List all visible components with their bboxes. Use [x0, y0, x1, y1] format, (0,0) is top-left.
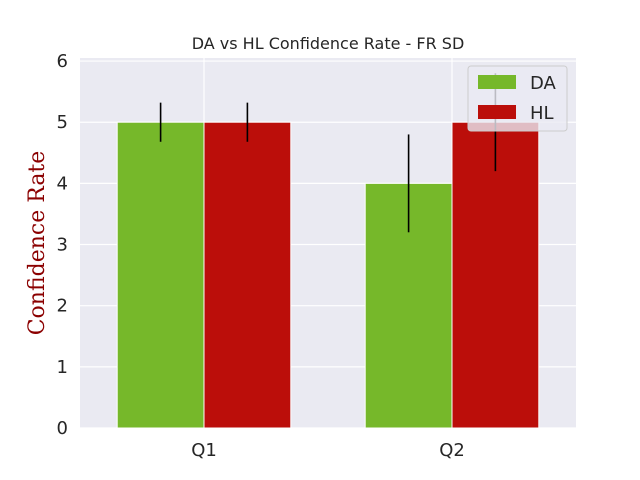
legend-swatch-da [478, 75, 516, 89]
y-tick-label-4: 4 [57, 173, 68, 194]
legend-label-hl: HL [530, 103, 554, 124]
y-tick-label-5: 5 [57, 112, 68, 133]
y-axis: 0 1 2 3 4 5 6 [57, 51, 68, 439]
chart-title: DA vs HL Confidence Rate - FR SD [192, 34, 465, 53]
y-tick-label-6: 6 [57, 51, 68, 72]
legend-label-da: DA [530, 73, 557, 94]
bar-da-q1 [116, 121, 205, 429]
y-tick-label-3: 3 [57, 235, 68, 256]
y-axis-label: Confidence Rate [25, 151, 50, 336]
x-tick-label-q1: Q1 [191, 440, 217, 461]
y-tick-label-2: 2 [57, 296, 68, 317]
x-tick-label-q2: Q2 [439, 440, 465, 461]
x-axis: Q1 Q2 [191, 440, 465, 461]
bar-hl-q1 [203, 121, 292, 429]
y-tick-label-1: 1 [57, 357, 68, 378]
y-tick-label-0: 0 [57, 418, 68, 439]
legend: DA HL [467, 65, 568, 132]
legend-swatch-hl [478, 105, 516, 119]
